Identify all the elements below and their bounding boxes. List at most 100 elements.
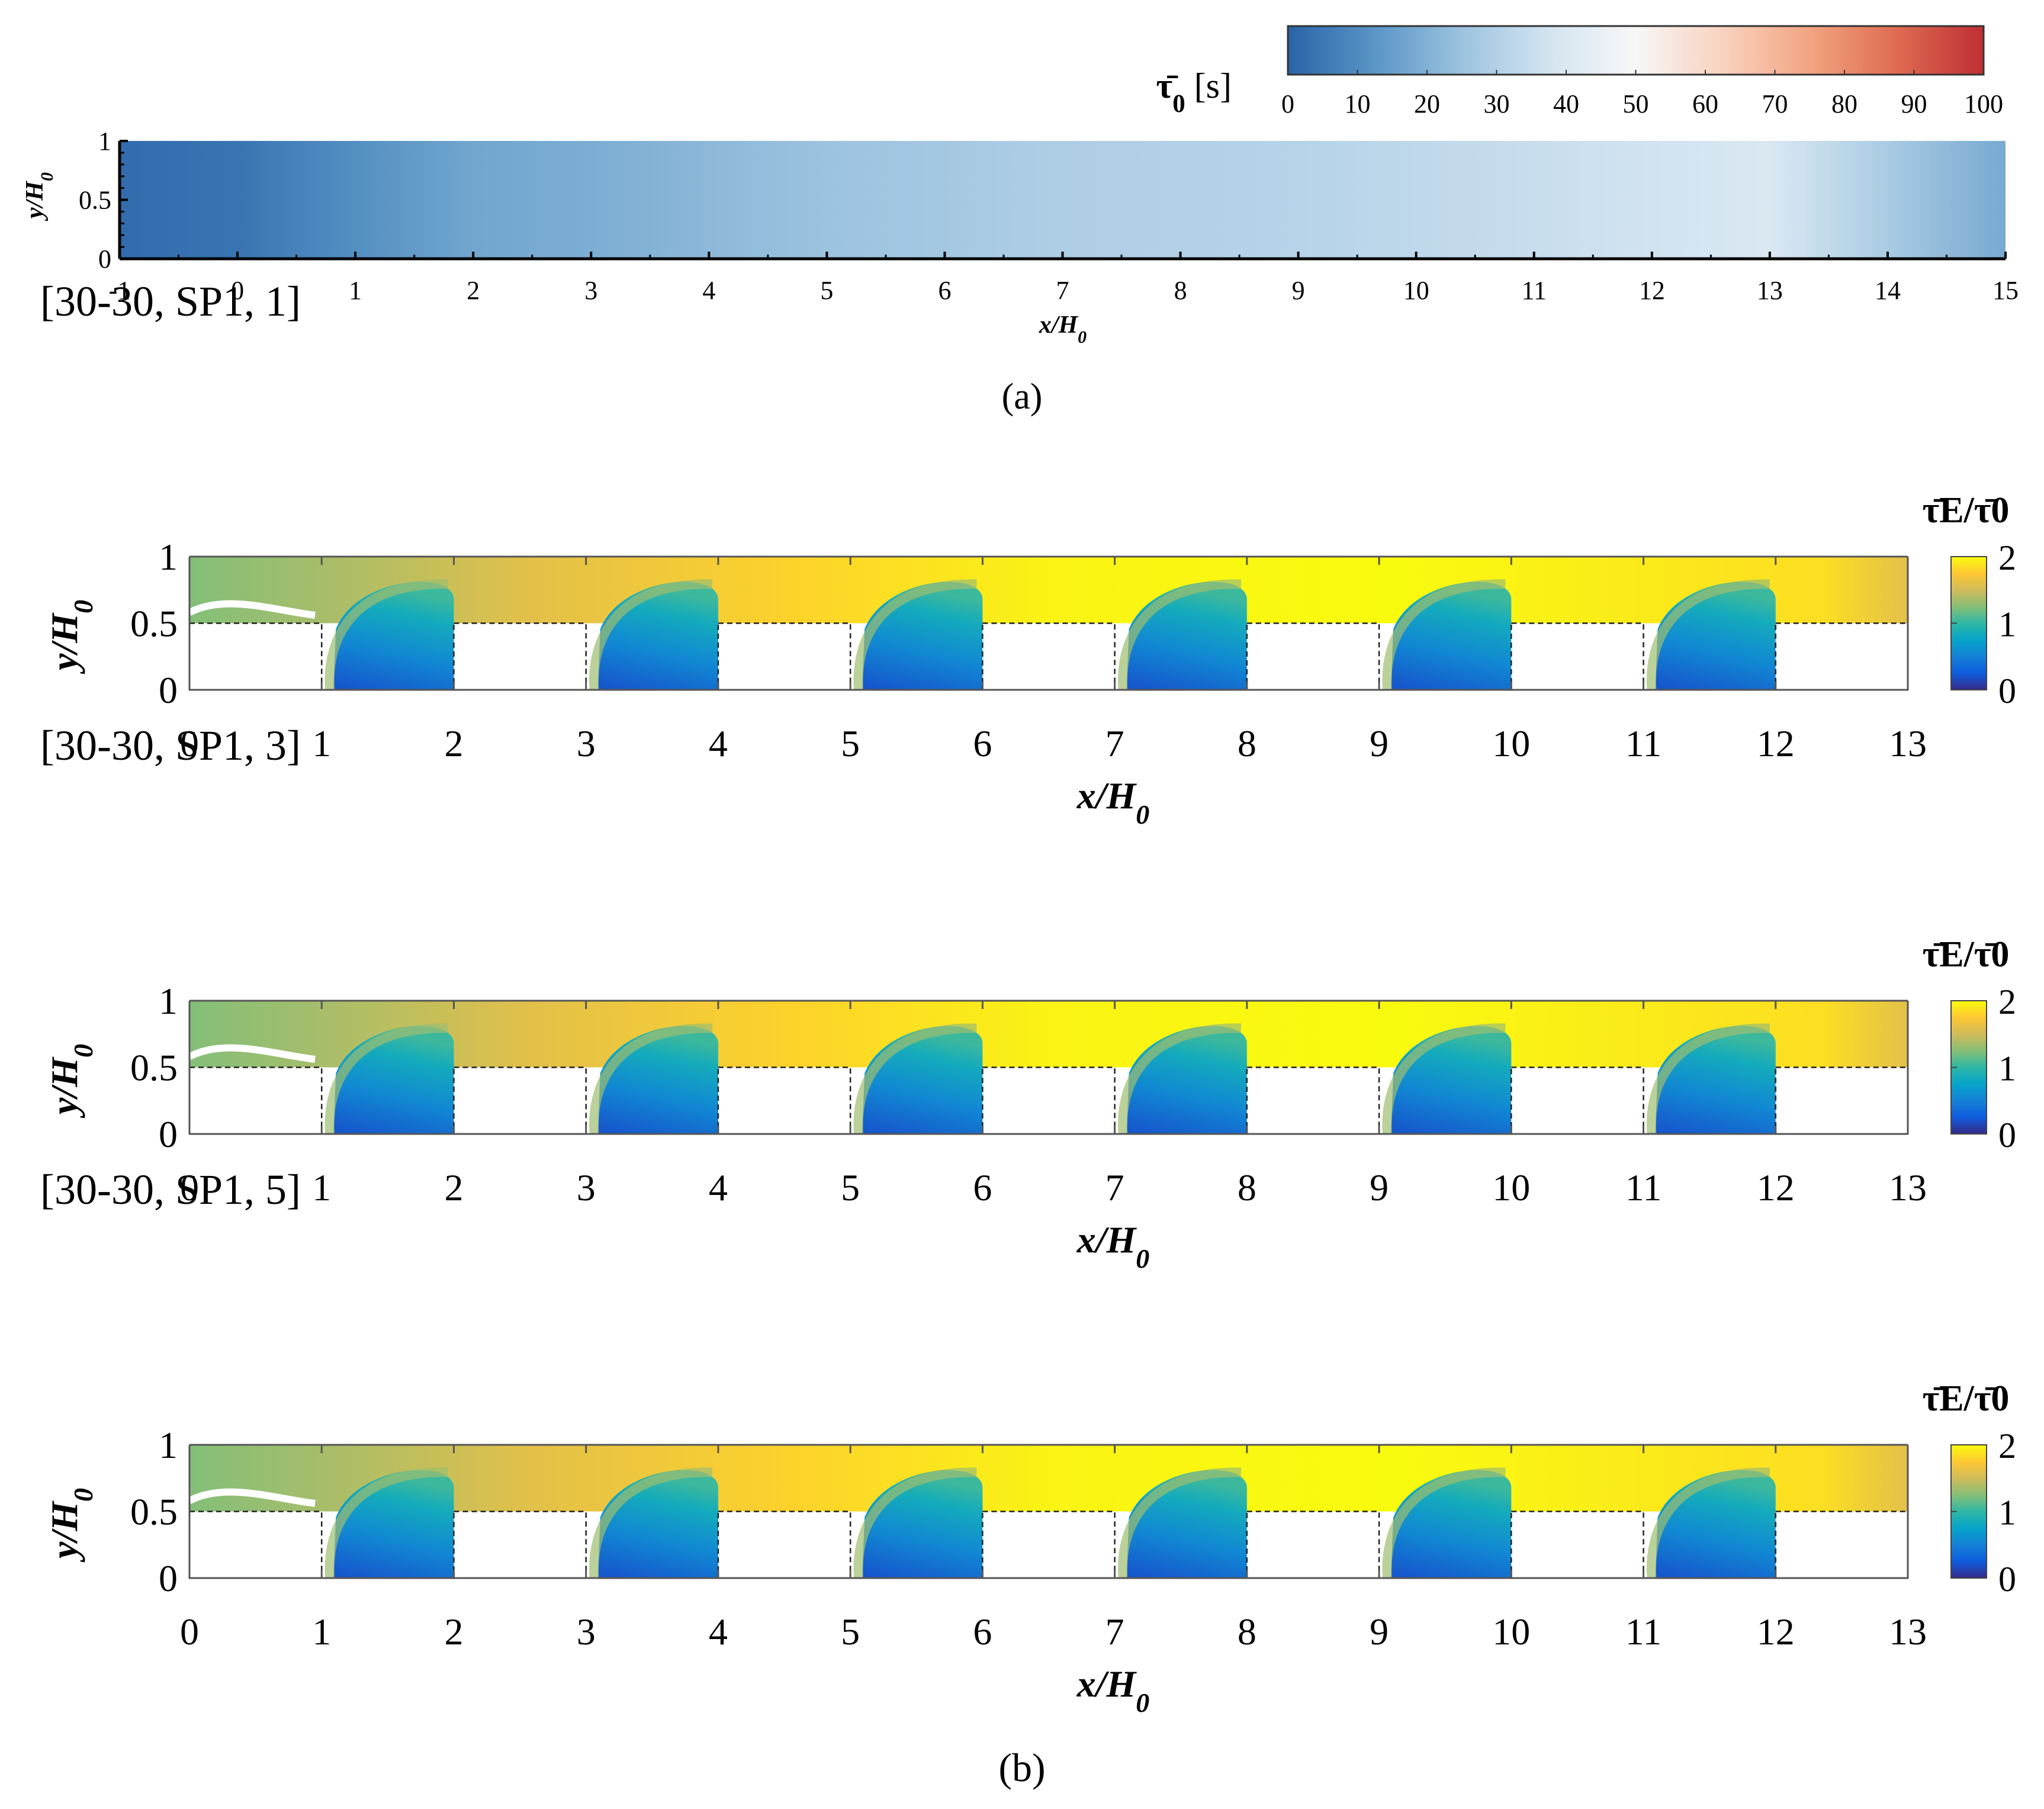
building-block: [982, 1066, 1116, 1135]
building-block: [188, 1511, 323, 1579]
building-block: [1246, 622, 1380, 691]
building-block: [717, 1511, 851, 1579]
x-tick-label: 2: [444, 1611, 463, 1653]
y-axis-label: y/H0: [21, 172, 57, 221]
colorbar-label: τ̄E/τ̄0: [1923, 934, 2010, 975]
x-tick-label: 5: [841, 1611, 860, 1653]
x-tick-label: 6: [973, 1611, 992, 1653]
panel-title: [30-30, SP1, 1]: [40, 278, 301, 325]
x-tick-label: 9: [1370, 1611, 1389, 1653]
building-block: [1775, 622, 1909, 691]
colorbar-tick-label: 0: [1998, 671, 2016, 711]
y-tick-label: 1: [159, 980, 178, 1022]
colorbar-a-tick-label: 30: [1484, 89, 1510, 118]
shear-layer: [1382, 579, 1506, 690]
x-tick-label: 5: [820, 276, 833, 305]
building-block: [1510, 1511, 1644, 1579]
building-block: [1510, 1066, 1644, 1135]
x-tick-label: 4: [709, 1167, 728, 1209]
colorbar-tick-label: 0: [1998, 1560, 2016, 1599]
y-tick-label: 0.5: [130, 1491, 178, 1533]
shear-layer: [1646, 1467, 1770, 1579]
colorbar-a-tick-label: 40: [1553, 89, 1579, 118]
y-tick-label: 0: [159, 1113, 178, 1155]
shear-layer: [1382, 1467, 1506, 1579]
building-block: [982, 622, 1116, 691]
x-tick-label: 13: [1889, 722, 1927, 764]
x-tick-label: 12: [1757, 722, 1795, 764]
y-tick-label: 0: [159, 1557, 178, 1599]
x-tick-label: 4: [709, 1611, 728, 1653]
colorbar-a-tick-label: 0: [1281, 89, 1294, 118]
shear-layer: [853, 1023, 977, 1135]
colorbar-a-tick-label: 90: [1901, 89, 1927, 118]
y-tick-label: 0: [98, 245, 111, 274]
x-tick-label: 5: [841, 722, 860, 764]
building-block: [717, 1066, 851, 1135]
shear-layer: [589, 579, 713, 690]
x-tick-label: 13: [1889, 1611, 1927, 1653]
x-tick-label: 5: [841, 1167, 860, 1209]
building-block: [717, 622, 851, 691]
colorbar-a-tick-label: 70: [1762, 89, 1788, 118]
x-tick-label: 9: [1370, 1167, 1389, 1209]
x-tick-label: 7: [1056, 276, 1069, 305]
x-tick-label: 11: [1522, 276, 1547, 305]
building-block: [982, 1511, 1116, 1579]
residence-time-field: [120, 141, 2006, 259]
x-tick-label: 6: [973, 1167, 992, 1209]
colorbar-tick-label: 2: [1998, 1426, 2016, 1466]
panel-b-label: (b): [998, 1745, 1045, 1790]
upper-layer-field: [189, 557, 1908, 624]
colorbar-tick-label: 2: [1998, 982, 2016, 1021]
shear-layer: [589, 1467, 713, 1579]
x-tick-label: 0: [180, 722, 199, 764]
building-block: [453, 1066, 587, 1135]
x-tick-label: 10: [1403, 276, 1429, 305]
x-tick-label: 9: [1370, 722, 1389, 764]
x-tick-label: 11: [1625, 1611, 1662, 1653]
colorbar-tick-label: 1: [1998, 1049, 2016, 1088]
x-tick-label: 2: [444, 1167, 463, 1209]
colorbar-tick-label: 1: [1998, 1493, 2016, 1532]
x-tick-label: 7: [1105, 722, 1124, 764]
upper-layer-field: [189, 1445, 1908, 1512]
shear-layer: [1118, 1023, 1242, 1135]
x-tick-label: 1: [312, 1167, 331, 1209]
inlet-plume: [188, 1044, 316, 1063]
x-tick-label: 1: [312, 722, 331, 764]
y-tick-label: 1: [98, 127, 111, 156]
building-block: [1775, 1066, 1909, 1135]
building-block: [1775, 1511, 1909, 1579]
x-tick-label: 8: [1238, 1611, 1256, 1653]
x-tick-label: 11: [1625, 1167, 1662, 1209]
x-tick-label: 4: [702, 276, 715, 305]
colorbar-a-tick-label: 80: [1831, 89, 1857, 118]
x-tick-label: 13: [1889, 1167, 1927, 1209]
x-tick-label: 3: [577, 1167, 596, 1209]
x-tick-label: 10: [1492, 1167, 1530, 1209]
colorbar-a-tick-label: 60: [1692, 89, 1718, 118]
shear-layer: [1382, 1023, 1506, 1135]
y-tick-label: 0.5: [79, 186, 111, 215]
x-tick-label: 7: [1105, 1611, 1124, 1653]
x-tick-label: 4: [709, 722, 728, 764]
shear-layer: [324, 579, 448, 690]
x-tick-label: 13: [1757, 276, 1783, 305]
shear-layer: [589, 1023, 713, 1135]
y-axis-label: y/H0: [43, 1488, 98, 1563]
x-tick-label: 3: [584, 276, 597, 305]
panel-title: [30-30, SP1, 3]: [40, 722, 301, 769]
x-tick-label: 3: [577, 722, 596, 764]
x-tick-label: 15: [1992, 276, 2019, 305]
x-tick-label: 2: [467, 276, 480, 305]
x-tick-label: 1: [312, 1611, 331, 1653]
shear-layer: [853, 1467, 977, 1579]
building-block: [1246, 1066, 1380, 1135]
colorbar-label: τ̄E/τ̄0: [1923, 490, 2010, 531]
